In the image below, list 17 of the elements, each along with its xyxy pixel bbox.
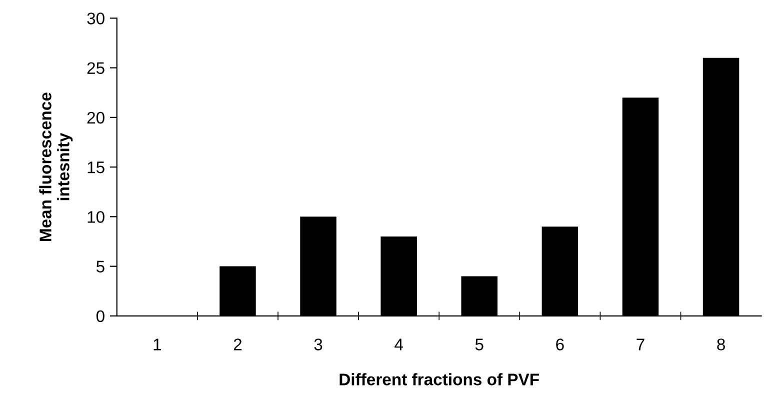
x-tick-label: 4 [394, 338, 403, 350]
x-axis-title: Different fractions of PVF [340, 373, 539, 386]
y-tick-label: 0 [96, 310, 104, 322]
x-tick-label: 8 [717, 338, 725, 350]
y-tick-label: 30 [87, 12, 104, 24]
y-axis-title: Mean fluorescence intesnity [39, 92, 73, 241]
x-tick-label: 7 [636, 338, 644, 350]
y-tick-label: 15 [88, 162, 104, 174]
y-tick-label: 10 [88, 211, 104, 223]
x-tick-label: 5 [475, 338, 484, 350]
y-tick-label: 5 [96, 260, 104, 273]
y-tick-label: 20 [87, 112, 104, 124]
x-tick-label: 3 [314, 338, 322, 350]
x-tick-label: 1 [154, 338, 161, 350]
x-tick-label: 2 [234, 338, 242, 350]
x-tick-label: 6 [556, 338, 564, 350]
y-tick-label: 25 [87, 62, 104, 74]
